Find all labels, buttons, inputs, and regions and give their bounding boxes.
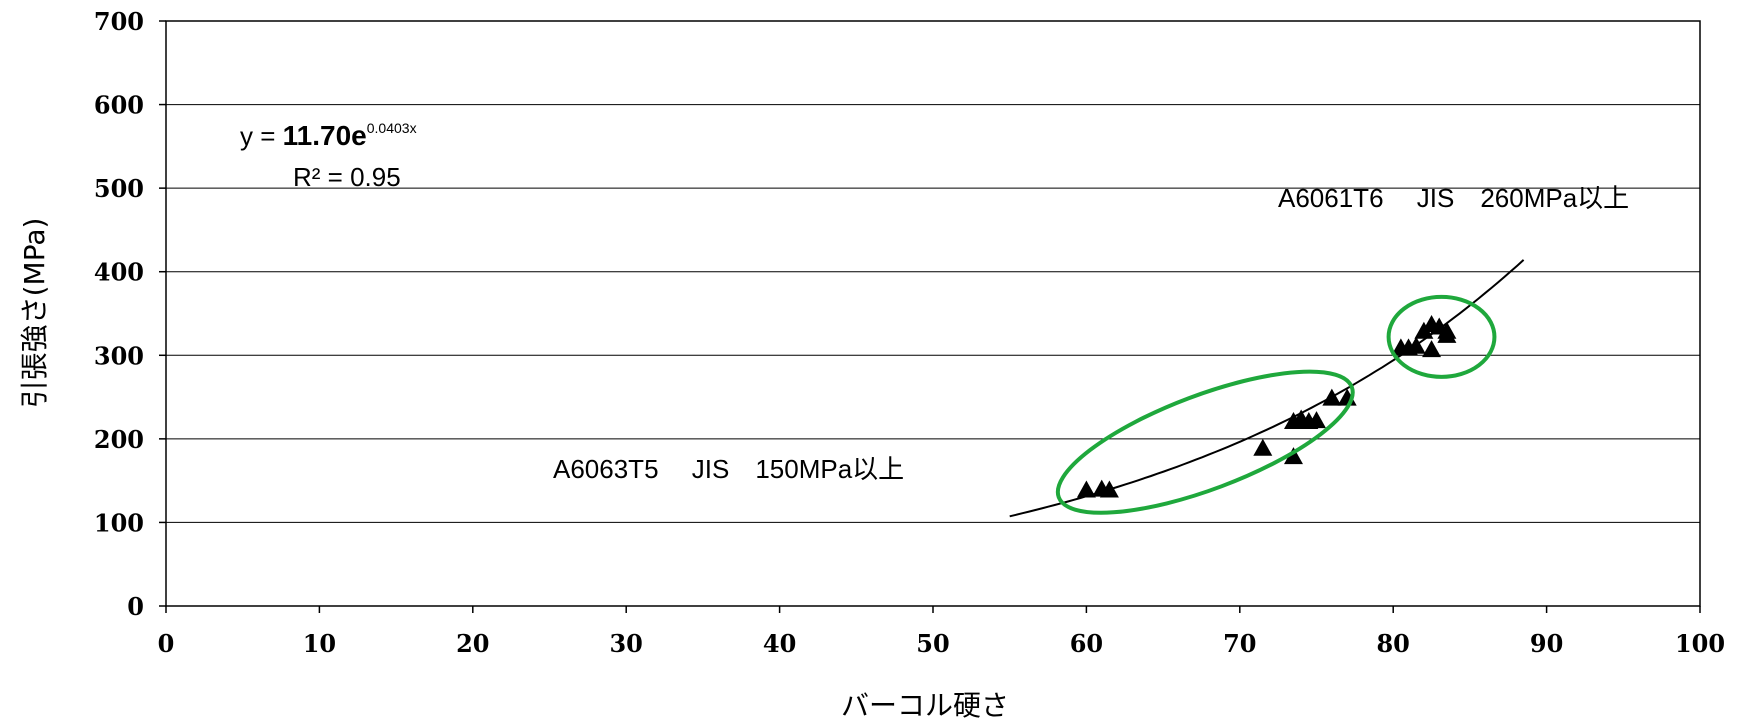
highlight-ellipse-a6061t6 bbox=[1386, 294, 1497, 379]
highlight-ellipses bbox=[1055, 294, 1497, 515]
y-tick-label: 0 bbox=[127, 592, 144, 621]
x-tick-label: 100 bbox=[1675, 629, 1725, 658]
gridlines bbox=[166, 104, 1700, 523]
x-tick-label: 50 bbox=[916, 629, 949, 658]
y-tick-label: 200 bbox=[94, 425, 144, 454]
x-tick-label: 20 bbox=[456, 629, 489, 658]
x-tick-label: 90 bbox=[1530, 629, 1563, 658]
y-axis-title: 引張強さ(MPa) bbox=[18, 218, 51, 409]
x-tick-label: 30 bbox=[609, 629, 642, 658]
y-tick-label: 300 bbox=[94, 341, 144, 370]
y-axis-ticks: 0 100 200 300 400 500 600 700 bbox=[94, 7, 166, 621]
x-tick-label: 70 bbox=[1223, 629, 1256, 658]
x-tick-label: 0 bbox=[158, 629, 175, 658]
trend-equation: y = 11.70e0.0403x bbox=[240, 120, 417, 151]
data-point bbox=[1283, 447, 1303, 465]
data-point bbox=[1406, 336, 1426, 354]
data-point bbox=[1437, 325, 1457, 343]
trend-equation-prefix: y = bbox=[240, 121, 283, 151]
trend-r2: R² = 0.95 bbox=[293, 162, 401, 192]
y-tick-label: 100 bbox=[94, 508, 144, 537]
data-points bbox=[1076, 315, 1457, 498]
y-tick-label: 400 bbox=[94, 258, 144, 287]
data-point bbox=[1422, 340, 1442, 358]
y-tick-label: 500 bbox=[94, 174, 144, 203]
plot-frame bbox=[165, 20, 1701, 607]
highlight-ellipse-a6063t5 bbox=[1055, 369, 1355, 515]
x-tick-label: 80 bbox=[1376, 629, 1409, 658]
data-point bbox=[1307, 411, 1326, 429]
data-point bbox=[1099, 480, 1119, 498]
y-tick-label: 700 bbox=[94, 7, 144, 36]
trend-equation-exponent: 0.0403x bbox=[367, 120, 417, 136]
data-point bbox=[1322, 388, 1342, 406]
x-tick-label: 10 bbox=[303, 629, 336, 658]
data-point bbox=[1076, 480, 1096, 498]
x-axis-title: バーコル硬さ bbox=[841, 689, 1009, 722]
annotation-a6061t6: A6061T6 JIS 260MPa以上 bbox=[1278, 183, 1629, 213]
x-tick-label: 40 bbox=[763, 629, 796, 658]
data-point bbox=[1253, 438, 1273, 456]
trend-equation-coefficient: 11.70e bbox=[283, 120, 367, 151]
x-axis-ticks: 0 10 20 30 40 50 60 70 80 90 100 bbox=[158, 606, 1725, 658]
y-tick-label: 600 bbox=[94, 91, 144, 120]
annotation-a6063t5: A6063T5 JIS 150MPa以上 bbox=[553, 454, 904, 484]
x-tick-label: 60 bbox=[1070, 629, 1103, 658]
